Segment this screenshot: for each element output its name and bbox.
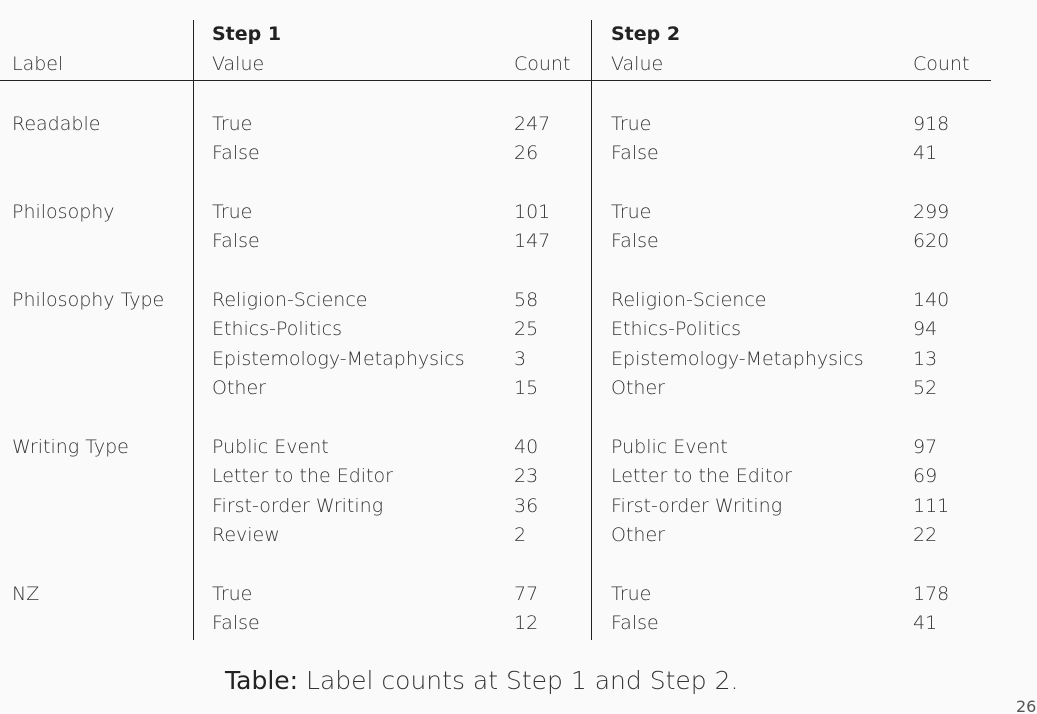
step2-count-cell: 620: [913, 230, 950, 252]
header-step2-count: Count: [913, 53, 970, 75]
group-label: Writing Type: [12, 436, 129, 458]
step2-count-cell: 52: [913, 377, 938, 399]
step2-count-cell: 69: [913, 465, 938, 487]
step1-value-cell: False: [212, 142, 260, 164]
step1-value-cell: Epistemology-Metaphysics: [212, 348, 465, 370]
step2-count-cell: 41: [913, 142, 938, 164]
step2-value-cell: Ethics-Politics: [611, 318, 742, 340]
column-divider-2: [591, 20, 592, 640]
step2-count-cell: 299: [913, 201, 950, 223]
step2-value-cell: False: [611, 230, 659, 252]
step2-count-cell: 41: [913, 612, 938, 634]
step1-count-cell: 77: [514, 583, 539, 605]
step2-value-cell: True: [611, 583, 652, 605]
page-number: 26: [1016, 697, 1037, 714]
step2-value-cell: Epistemology-Metaphysics: [611, 348, 864, 370]
step1-count-cell: 26: [514, 142, 539, 164]
step1-count-cell: 3: [514, 348, 527, 370]
step1-value-cell: Public Event: [212, 436, 329, 458]
step1-count-cell: 247: [514, 113, 551, 135]
header-step1-value: Value: [212, 53, 265, 75]
step2-count-cell: 13: [913, 348, 938, 370]
step2-count-cell: 140: [913, 289, 950, 311]
step1-value-cell: Religion-Science: [212, 289, 368, 311]
step2-value-cell: Other: [611, 524, 665, 546]
step2-value-cell: Other: [611, 377, 665, 399]
step1-count-cell: 25: [514, 318, 539, 340]
step1-value-cell: Review: [212, 524, 280, 546]
step1-count-cell: 2: [514, 524, 527, 546]
step1-value-cell: First-order Writing: [212, 495, 384, 517]
step2-value-cell: False: [611, 142, 659, 164]
step1-value-cell: Other: [212, 377, 266, 399]
group-label: Readable: [12, 113, 101, 135]
header-label: Label: [12, 53, 64, 75]
caption-label: Table:: [225, 666, 299, 695]
step1-value-cell: True: [212, 583, 253, 605]
caption-text: Label counts at Step 1 and Step 2.: [306, 666, 739, 695]
step1-count-cell: 58: [514, 289, 539, 311]
step1-count-cell: 12: [514, 612, 539, 634]
step2-count-cell: 94: [913, 318, 938, 340]
step2-count-cell: 97: [913, 436, 938, 458]
step2-value-cell: First-order Writing: [611, 495, 783, 517]
step1-count-cell: 101: [514, 201, 551, 223]
step2-count-cell: 22: [913, 524, 938, 546]
step2-count-cell: 111: [913, 495, 950, 517]
group-label: Philosophy Type: [12, 289, 165, 311]
header-step1: Step 1: [212, 23, 282, 45]
step1-count-cell: 147: [514, 230, 551, 252]
step1-value-cell: Letter to the Editor: [212, 465, 393, 487]
step2-value-cell: False: [611, 612, 659, 634]
step1-value-cell: Ethics-Politics: [212, 318, 343, 340]
group-label: NZ: [12, 583, 40, 605]
step2-value-cell: Public Event: [611, 436, 728, 458]
step2-count-cell: 918: [913, 113, 950, 135]
header-step1-count: Count: [514, 53, 571, 75]
step1-count-cell: 15: [514, 377, 539, 399]
step2-value-cell: True: [611, 113, 652, 135]
step2-count-cell: 178: [913, 583, 950, 605]
header-step2-value: Value: [611, 53, 664, 75]
table-caption: Table: Label counts at Step 1 and Step 2…: [225, 666, 738, 696]
step1-value-cell: True: [212, 201, 253, 223]
step2-value-cell: Letter to the Editor: [611, 465, 792, 487]
step2-value-cell: Religion-Science: [611, 289, 767, 311]
step1-value-cell: False: [212, 612, 260, 634]
step1-count-cell: 36: [514, 495, 539, 517]
column-divider-1: [193, 20, 194, 640]
step1-count-cell: 40: [514, 436, 539, 458]
header-rule: [0, 80, 991, 81]
step2-value-cell: True: [611, 201, 652, 223]
step1-count-cell: 23: [514, 465, 539, 487]
header-step2: Step 2: [611, 23, 681, 45]
step1-value-cell: True: [212, 113, 253, 135]
step1-value-cell: False: [212, 230, 260, 252]
group-label: Philosophy: [12, 201, 115, 223]
